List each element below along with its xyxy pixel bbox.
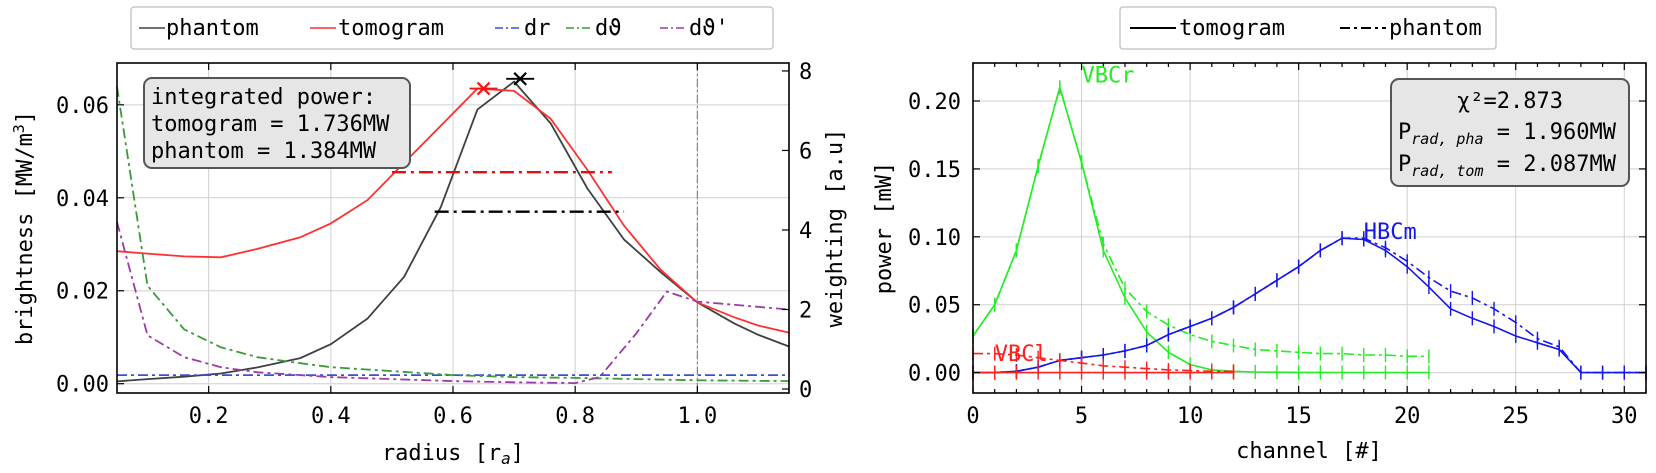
right-xlabel: channel [#] [1236,439,1382,464]
left-y2tick-label: 8 [799,60,812,85]
right-xtick-label: 30 [1611,404,1638,429]
series-VBCr-phantom [972,80,1430,364]
legend-label-phantom: phantom [166,16,259,41]
right-xtick-label: 20 [1394,404,1421,429]
left-ytick-label: 0.06 [56,94,109,119]
left-panel: 0.2 0.4 0.6 0.8 1.0 0.00 0.02 0.04 0.06 0 2 4 6 8 int… [10,60,848,468]
left-legend: phantom tomogram dr dϑ dϑ' [130,6,774,50]
legend-label-phantom-r: phantom [1389,16,1482,41]
right-plot-frame [972,62,1647,394]
annotation-line-2: tomogram = 1.736MW [151,112,390,137]
camera-label-VBCl: VBCl [995,342,1048,367]
left-y2tick-label: 6 [799,139,812,164]
series-HBCm-tomogram [972,231,1647,380]
left-xtick-label: 0.8 [555,404,595,429]
right-ticks: 0 5 10 15 20 25 30 0.00 0.05 0.10 0.15 0.20 [908,63,1647,429]
right-xtick-label: 10 [1177,404,1204,429]
right-ytick-label: 0.20 [908,90,961,115]
series-VBCr-tomogram [972,80,1430,380]
annotation-line-1: integrated power: [151,85,376,110]
right-legend: tomogram phantom [1119,6,1497,50]
camera-label-HBCm: HBCm [1364,220,1417,245]
right-ylabel: power [mW] [872,162,897,294]
right-camera-labels: VBCr HBCm VBCl [995,64,1417,367]
series-dϑ [116,86,790,382]
left-xtick-label: 1.0 [677,404,717,429]
legend-label-tomogram-r: tomogram [1179,16,1285,41]
right-xtick-label: 0 [966,404,979,429]
left-peak-markers [469,72,535,96]
legend-label-tomogram: tomogram [338,16,444,41]
left-annotation-box: integrated power: tomogram = 1.736MW pha… [143,77,411,169]
series-dϑ' [116,221,790,385]
annotation-line-3: phantom = 1.384MW [151,139,377,164]
right-ytick-label: 0.00 [908,362,961,387]
left-xtick-label: 0.2 [189,404,229,429]
left-ytick-label: 0.00 [56,373,109,398]
right-ytick-label: 0.10 [908,226,961,251]
series-HBCm-phantom [972,231,1647,380]
left-y2tick-label: 2 [799,299,812,324]
left-xtick-label: 0.6 [433,404,473,429]
chi2-text: χ²=2.873 [1457,89,1563,114]
right-xtick-label: 5 [1075,404,1088,429]
legend-label-dr: dr [524,16,551,41]
legend-label-dtheta-prime: dϑ' [689,16,729,41]
left-ytick-label: 0.04 [56,187,109,212]
prad-tom-text: Prad, tom = 2.087MW [1398,152,1617,180]
series-VBCl-phantom [972,346,1235,379]
prad-pha-text: Prad, pha = 1.960MW [1398,120,1617,148]
left-series [116,80,790,385]
right-ytick-label: 0.05 [908,294,961,319]
right-annotation-box: χ²=2.873 Prad, pha = 1.960MW Prad, tom =… [1390,78,1630,187]
left-y2tick-label: 0 [799,378,812,403]
left-ticks: 0.2 0.4 0.6 0.8 1.0 0.00 0.02 0.04 0.06 0 2 4 6 8 [56,60,812,429]
left-ytick-label: 0.02 [56,280,109,305]
left-xlabel: radius [ra] [382,441,524,468]
left-width-bars [391,171,625,213]
legend-label-dtheta: dϑ [595,16,622,41]
camera-label-VBCr: VBCr [1082,64,1135,89]
series-tomogram [116,87,790,334]
right-series [972,80,1647,380]
peak-marker-1 [506,72,535,86]
right-panel: 0 5 10 15 20 25 30 0.00 0.05 0.10 0.15 0.20 VBCr HBC… [872,62,1647,464]
left-y2label: weighting [a.u] [823,129,848,328]
left-xtick-label: 0.4 [311,404,351,429]
peak-marker-0 [469,81,498,96]
right-xtick-label: 15 [1285,404,1312,429]
left-ylabel: brightness [MW/m3] [10,111,38,345]
right-xtick-label: 25 [1502,404,1529,429]
right-ytick-label: 0.15 [908,158,961,183]
left-y2tick-label: 4 [799,219,812,244]
